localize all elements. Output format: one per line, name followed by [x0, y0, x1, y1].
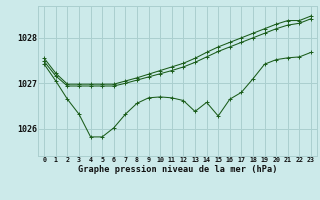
X-axis label: Graphe pression niveau de la mer (hPa): Graphe pression niveau de la mer (hPa)	[78, 165, 277, 174]
